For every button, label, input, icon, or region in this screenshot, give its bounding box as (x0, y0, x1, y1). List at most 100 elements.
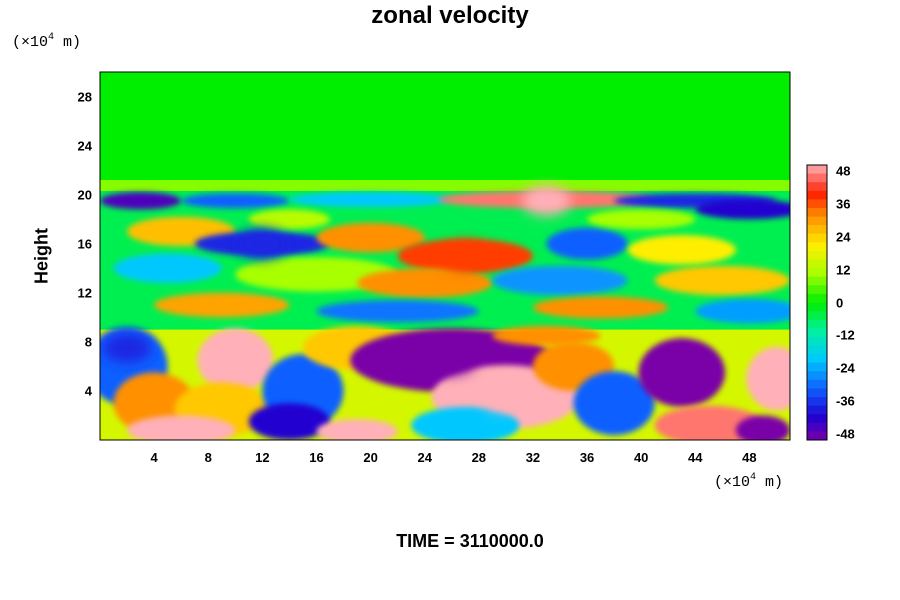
colorbar-segment (807, 190, 827, 200)
field-transition-band (100, 179, 790, 191)
x-tick-label: 32 (525, 450, 541, 465)
colorbar-segment (807, 250, 827, 261)
colorbar-segment (807, 431, 827, 441)
x-tick-label: 4 (150, 450, 158, 465)
field-highlight-0 (427, 345, 477, 375)
colorbar-segment (807, 293, 827, 303)
y-tick-label: 28 (77, 89, 92, 105)
x-tick-label: 12 (255, 450, 270, 465)
colorbar-segment (807, 319, 827, 329)
colorbar-segment (807, 336, 827, 346)
field-low-feature-9 (573, 371, 655, 436)
x-tick-label: 20 (363, 450, 378, 465)
colorbar-tick-label: 36 (836, 196, 851, 212)
y-tick-label: 12 (77, 285, 92, 301)
field-mid-feature-11 (627, 235, 736, 265)
field-mid-feature-5 (695, 199, 790, 220)
colorbar-segment (807, 302, 827, 312)
field-mid-feature-20 (695, 298, 790, 324)
field-mid-feature-22 (587, 209, 696, 230)
colorbar-segment (807, 405, 827, 415)
field-low-feature-18 (492, 325, 601, 346)
plot-border (99, 71, 791, 441)
colorbar-segment (807, 276, 827, 286)
field-mid-feature-19 (532, 296, 669, 319)
field-mid-feature-0 (100, 192, 182, 210)
colorbar-segment (807, 182, 827, 192)
colorbar-segment (807, 414, 827, 424)
colorbar-segment (807, 259, 827, 269)
field-mid-feature-12 (113, 253, 222, 283)
field-mid-feature-1 (181, 193, 290, 209)
field-upper-region (100, 72, 790, 183)
colorbar-tick-label: 24 (836, 229, 851, 245)
colorbar-segment (807, 285, 827, 295)
field-mid-feature-13 (235, 257, 398, 292)
field-highlight-6 (522, 186, 571, 216)
field-low-feature-17 (735, 415, 790, 440)
colorbar-segment (807, 311, 827, 321)
y-tick-label: 24 (77, 138, 92, 154)
y-tick-label: 16 (77, 236, 92, 252)
field-highlight-7 (440, 241, 490, 271)
colorbar-segment (807, 397, 827, 407)
colorbar-tick-label: 12 (836, 262, 851, 278)
field-highlight-3 (102, 333, 152, 363)
x-tick-label: 16 (309, 450, 324, 465)
y-axis-unit: (×104 m) (12, 32, 82, 51)
colorbar-segment (807, 173, 827, 183)
field-highlight-9 (454, 118, 504, 149)
colorbar-segment (807, 216, 827, 226)
colorbar-segment (807, 268, 827, 278)
x-tick-label: 8 (204, 450, 212, 465)
field-mid-feature-10 (546, 227, 628, 260)
colorbar-segment (807, 371, 827, 381)
colorbar-tick-label: 0 (836, 295, 844, 310)
colorbar-segment (807, 165, 827, 175)
colorbar-segment (807, 242, 827, 252)
x-tick-label: 28 (471, 450, 487, 465)
field-low-feature-14 (316, 419, 398, 440)
y-tick-label: 4 (84, 383, 92, 399)
field-mid-feature-8 (316, 222, 425, 253)
x-tick-label: 44 (688, 450, 703, 465)
time-label: TIME = 3110000.0 (396, 531, 544, 551)
x-axis-unit: (×104 m) (714, 472, 784, 491)
field-low-feature-16 (654, 405, 763, 440)
field-highlight-2 (210, 345, 260, 375)
field-mid-feature-18 (316, 300, 479, 323)
colorbar-segment (807, 422, 827, 432)
colorbar-tick-label: 48 (836, 163, 851, 179)
field-mid-feature-16 (654, 265, 790, 296)
field-low-feature-13 (127, 415, 236, 440)
field-mid-feature-17 (154, 292, 290, 318)
field-low-feature-12 (248, 403, 330, 440)
colorbar-segment (807, 233, 827, 243)
y-tick-label: 8 (84, 334, 92, 350)
field-highlight-1 (481, 382, 531, 412)
colorbar-segment (807, 328, 827, 338)
field-mid-feature-2 (289, 192, 452, 207)
colorbar-segment (807, 388, 827, 398)
field-highlight-4 (657, 357, 707, 388)
x-tick-label: 24 (417, 450, 432, 465)
colorbar-tick-label: -12 (836, 327, 855, 343)
colorbar-segment (807, 207, 827, 218)
field-mid-feature-15 (492, 265, 628, 296)
field-highlight-8 (238, 229, 287, 259)
colorbar-segment (807, 345, 827, 355)
field-highlight-5 (752, 363, 790, 394)
colorbar-segment (807, 225, 827, 235)
colorbar-tick-label: -48 (836, 426, 855, 442)
x-tick-label: 36 (579, 450, 595, 465)
field-low-feature-15 (411, 406, 520, 440)
y-tick-label: 20 (77, 187, 92, 203)
colorbar-segment (807, 362, 827, 372)
x-tick-label: 48 (742, 450, 757, 465)
field-mid-feature-14 (357, 268, 493, 298)
colorbar-segment (807, 199, 827, 209)
colorbar-border (806, 164, 828, 441)
colorbar-segment (807, 354, 827, 364)
colorbar (806, 164, 828, 441)
field-mid-feature-21 (248, 209, 330, 230)
